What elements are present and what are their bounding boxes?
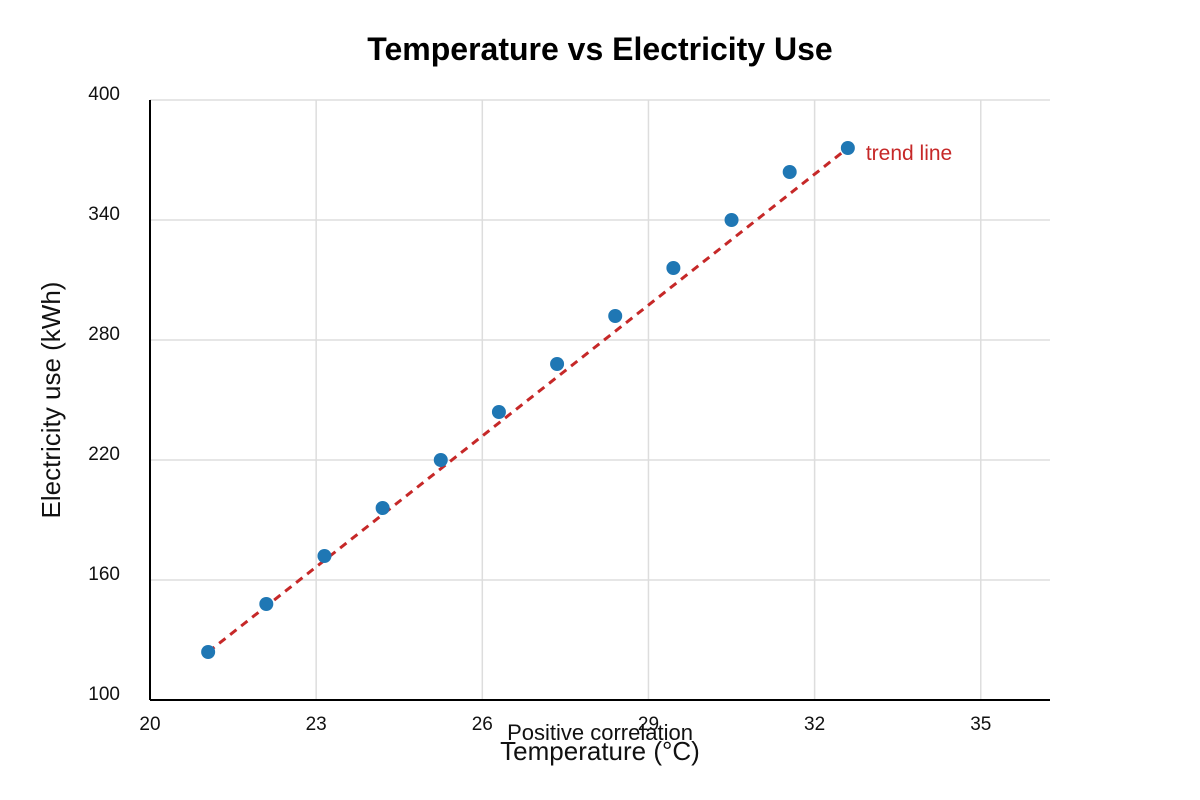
data-point	[491, 405, 506, 419]
y-tick-label: 280	[88, 324, 120, 345]
chart-title: Temperature vs Electricity Use	[367, 31, 832, 67]
data-point	[259, 597, 274, 611]
y-tick-label: 340	[88, 204, 120, 225]
trend-line-label: trend line	[866, 142, 952, 165]
data-point	[840, 141, 855, 155]
x-axis-label: Temperature (°C)	[500, 736, 700, 766]
data-point	[201, 645, 216, 659]
y-tick-label: 160	[88, 564, 120, 585]
trend-line	[207, 146, 849, 654]
data-point	[608, 309, 623, 323]
x-tick-label: 32	[804, 714, 825, 735]
data-point	[550, 357, 565, 371]
data-point	[724, 213, 739, 227]
x-tick-label: 23	[306, 714, 327, 735]
y-tick-label: 220	[88, 444, 120, 465]
x-tick-label: 29	[638, 714, 659, 735]
data-point	[317, 549, 332, 563]
data-point	[375, 501, 390, 515]
x-tick-label: 35	[970, 714, 991, 735]
y-axis-label: Electricity use (kWh)	[36, 282, 66, 519]
y-tick-label: 400	[88, 84, 120, 105]
y-tick-label: 100	[88, 684, 120, 705]
y-tick-labels: 100 160 220 280 340 400	[88, 84, 120, 705]
grid-lines	[150, 99, 1050, 700]
data-points	[201, 141, 855, 659]
data-point	[433, 453, 448, 467]
x-tick-labels: 20 23 26 29 32 35	[139, 714, 991, 735]
data-point	[666, 261, 681, 275]
data-point	[782, 165, 797, 179]
x-tick-label: 26	[472, 714, 493, 735]
annotation-positive-correlation: Positive correlation	[507, 720, 693, 745]
x-tick-label: 20	[139, 714, 160, 735]
